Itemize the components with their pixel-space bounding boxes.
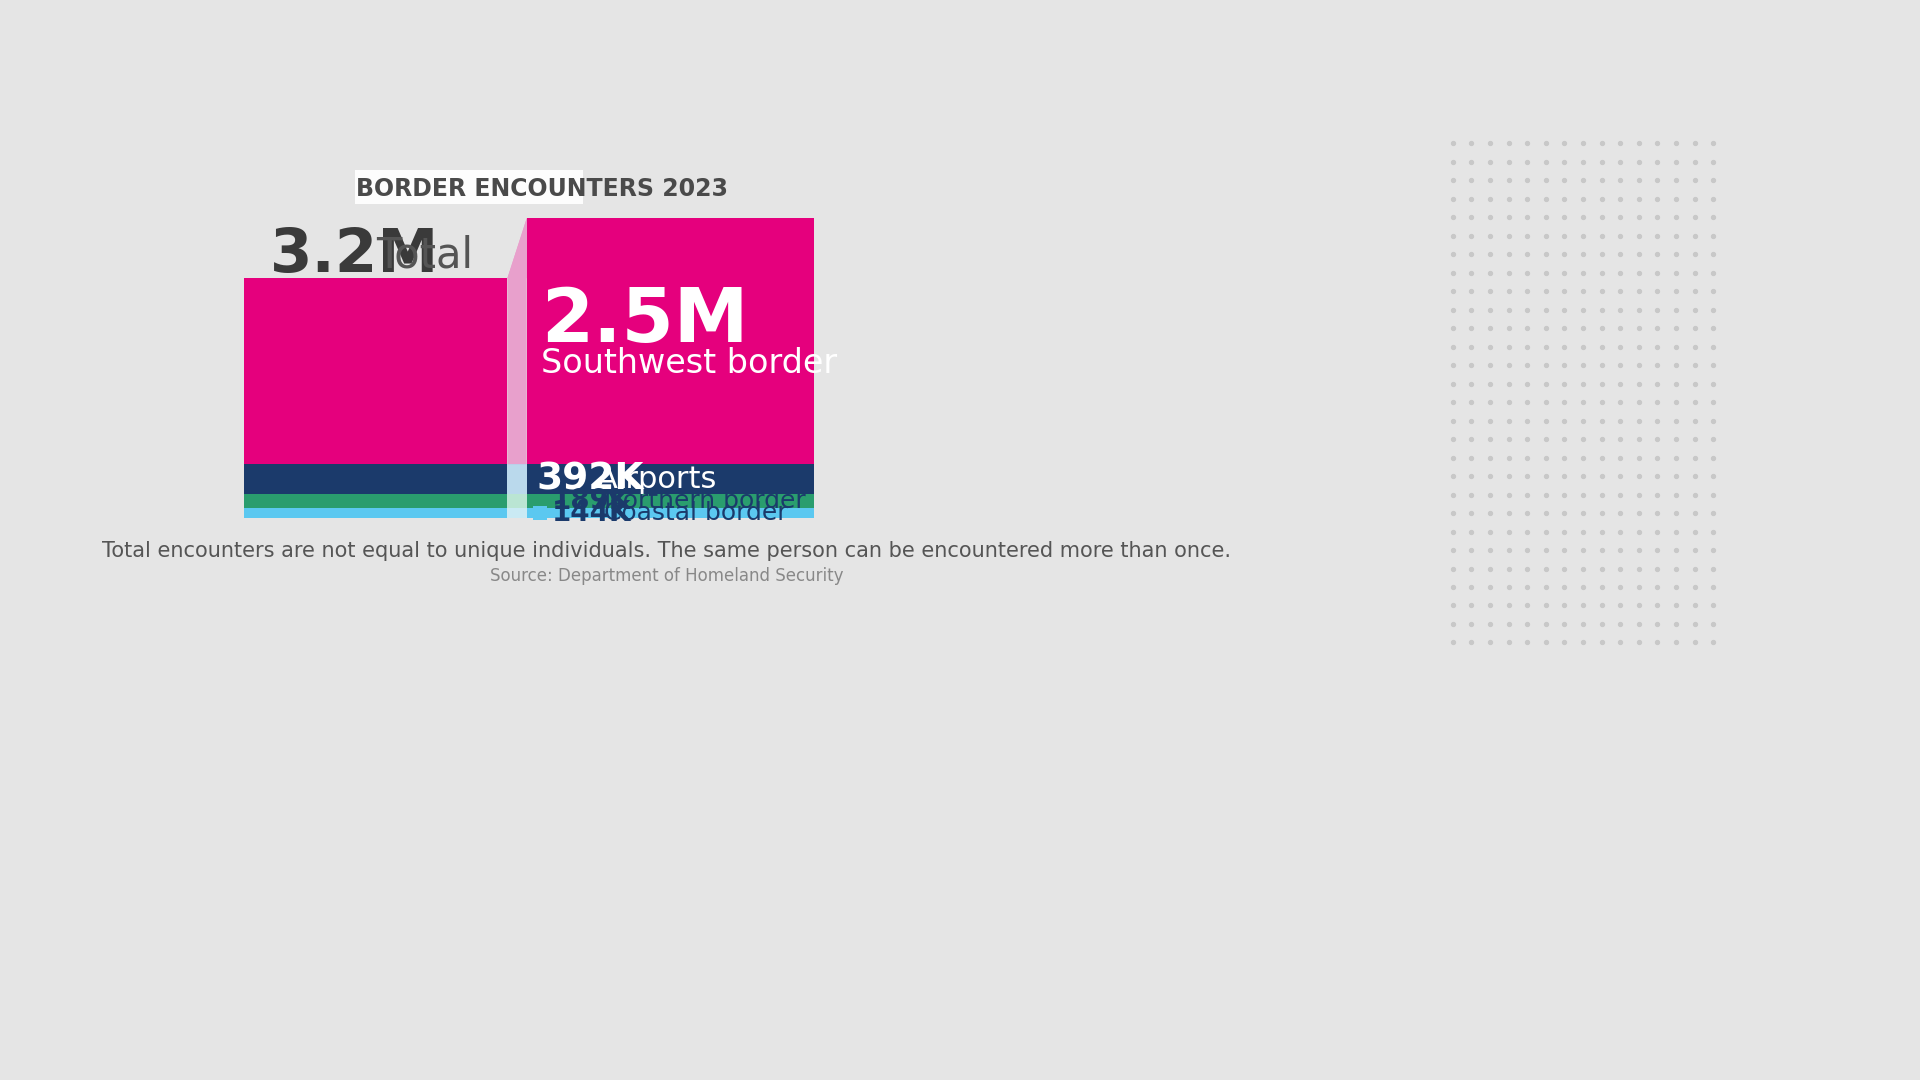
Text: Source: Department of Homeland Security: Source: Department of Homeland Security [490, 567, 843, 585]
Text: Total encounters are not equal to unique individuals. The same person can be enc: Total encounters are not equal to unique… [102, 541, 1231, 561]
Bar [355, 170, 584, 203]
Bar [244, 508, 507, 518]
Bar [526, 494, 814, 508]
Bar [526, 218, 814, 464]
Polygon shape [507, 508, 526, 518]
Text: Total: Total [376, 234, 472, 276]
Text: 144K: 144K [551, 499, 632, 527]
Text: Airports: Airports [597, 464, 716, 494]
Bar [244, 464, 507, 494]
Text: Northern border: Northern border [605, 488, 806, 513]
Text: BORDER ENCOUNTERS 2023: BORDER ENCOUNTERS 2023 [357, 177, 728, 201]
Bar [534, 507, 547, 519]
Polygon shape [507, 464, 526, 494]
Polygon shape [507, 494, 526, 508]
Text: 392K: 392K [536, 461, 643, 497]
Bar [526, 464, 814, 494]
Text: 2.5M: 2.5M [541, 285, 749, 359]
Text: 3.2M: 3.2M [269, 227, 438, 285]
Bar [534, 494, 547, 508]
Bar [244, 494, 507, 508]
Polygon shape [507, 218, 526, 464]
Bar [244, 279, 507, 464]
Polygon shape [507, 218, 814, 279]
Text: Coastal border: Coastal border [605, 501, 787, 525]
Bar [526, 508, 814, 518]
Text: Southwest border: Southwest border [541, 348, 837, 380]
Text: 189K: 189K [551, 487, 632, 515]
